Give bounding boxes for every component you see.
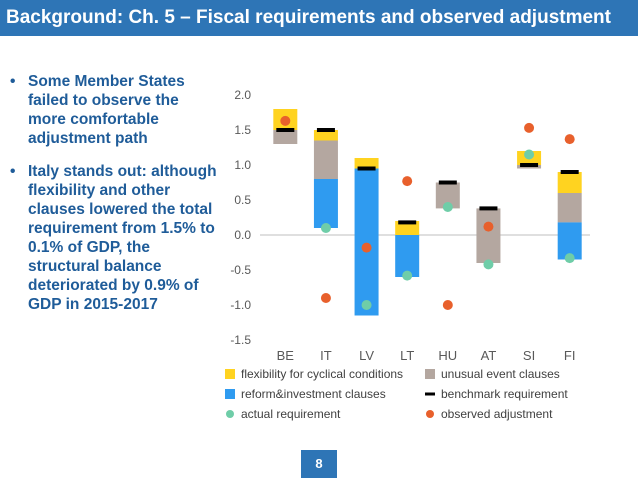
legend-swatch <box>425 369 435 379</box>
observed-adjustment-dot <box>402 176 413 187</box>
bullet-text: Italy stands out: although flexibility a… <box>28 163 217 313</box>
y-tick-label: 0.0 <box>234 228 251 242</box>
bar-flexibility-for-cyclical-conditions <box>354 158 379 169</box>
bar-unusual-event-clauses <box>476 208 501 263</box>
bar-reform-investment-clauses <box>313 179 338 228</box>
bar-reform-investment-clauses <box>354 168 379 316</box>
bar-unusual-event-clauses <box>273 130 298 144</box>
bar-unusual-event-clauses <box>313 140 338 179</box>
x-tick-label: FI <box>564 348 576 363</box>
bullet-list: • Some Member States failed to observe th… <box>10 72 220 328</box>
benchmark-marker <box>560 170 579 174</box>
observed-adjustment-dot <box>280 115 291 126</box>
y-tick-label: 1.0 <box>234 158 251 172</box>
legend-swatch <box>225 369 235 379</box>
benchmark-marker <box>520 163 539 167</box>
actual-requirement-dot <box>361 300 372 310</box>
fiscal-chart: 2.0 1.5 1.0 0.5 0.0 -0.5 -1.0 -1.5 BE IT LV LT HU AT S… <box>225 88 590 421</box>
legend-swatch <box>225 389 235 399</box>
y-tick-label: -1.0 <box>230 298 251 312</box>
bullet-text: Some Member States failed to observe the… <box>28 73 185 147</box>
actual-requirement-dot <box>402 270 413 281</box>
y-tick-label: 2.0 <box>234 88 251 102</box>
benchmark-marker <box>276 128 295 132</box>
observed-adjustment-dot <box>564 134 575 145</box>
benchmark-marker <box>438 180 457 185</box>
observed-adjustment-dot <box>483 221 494 232</box>
y-tick-label: -1.5 <box>230 333 251 347</box>
legend-label: benchmark requirement <box>441 387 568 401</box>
actual-requirement-dot <box>564 253 575 264</box>
observed-adjustment-dot <box>361 242 372 253</box>
actual-requirement-dot <box>483 259 494 270</box>
x-tick-label: LT <box>400 348 414 363</box>
actual-requirement-dot <box>320 223 331 233</box>
y-tick-label: 0.5 <box>234 193 251 207</box>
benchmark-marker <box>479 206 498 211</box>
bullet-item: • Italy stands out: although flexibility … <box>10 162 220 314</box>
x-tick-label: HU <box>438 348 457 363</box>
page-number: 8 <box>301 450 337 478</box>
actual-requirement-dot <box>442 202 453 212</box>
legend-label: flexibility for cyclical conditions <box>241 367 403 381</box>
x-tick-label: BE <box>277 348 295 363</box>
benchmark-marker <box>398 220 417 225</box>
legend-label: unusual event clauses <box>441 367 560 381</box>
observed-adjustment-dot <box>442 300 453 310</box>
legend-label: actual requirement <box>241 407 341 421</box>
y-tick-label: -0.5 <box>230 263 251 277</box>
slide-title: Background: Ch. 5 – Fiscal requirements … <box>0 0 638 36</box>
y-tick-label: 1.5 <box>234 123 251 137</box>
bar-reform-investment-clauses <box>395 235 420 277</box>
bar-flexibility-for-cyclical-conditions <box>557 172 582 193</box>
x-tick-label: IT <box>320 348 332 363</box>
x-tick-label: SI <box>523 348 535 363</box>
bar-flexibility-for-cyclical-conditions <box>313 130 338 141</box>
actual-requirement-dot <box>524 149 535 160</box>
benchmark-marker <box>316 128 335 132</box>
legend-swatch <box>226 410 234 418</box>
bullet-item: • Some Member States failed to observe th… <box>10 72 220 148</box>
bar-unusual-event-clauses <box>557 193 582 223</box>
legend-label: observed adjustment <box>441 407 553 421</box>
observed-adjustment-dot <box>524 122 535 133</box>
observed-adjustment-dot <box>320 293 331 303</box>
legend-swatch <box>425 392 435 396</box>
legend-label: reform&investment clauses <box>241 387 386 401</box>
x-tick-label: AT <box>481 348 497 363</box>
benchmark-marker <box>357 166 376 171</box>
bar-flexibility-for-cyclical-conditions <box>395 221 420 235</box>
legend-swatch <box>426 410 434 418</box>
x-tick-label: LV <box>359 348 374 363</box>
bullet-marker: • <box>10 73 16 90</box>
bullet-marker: • <box>10 163 16 180</box>
